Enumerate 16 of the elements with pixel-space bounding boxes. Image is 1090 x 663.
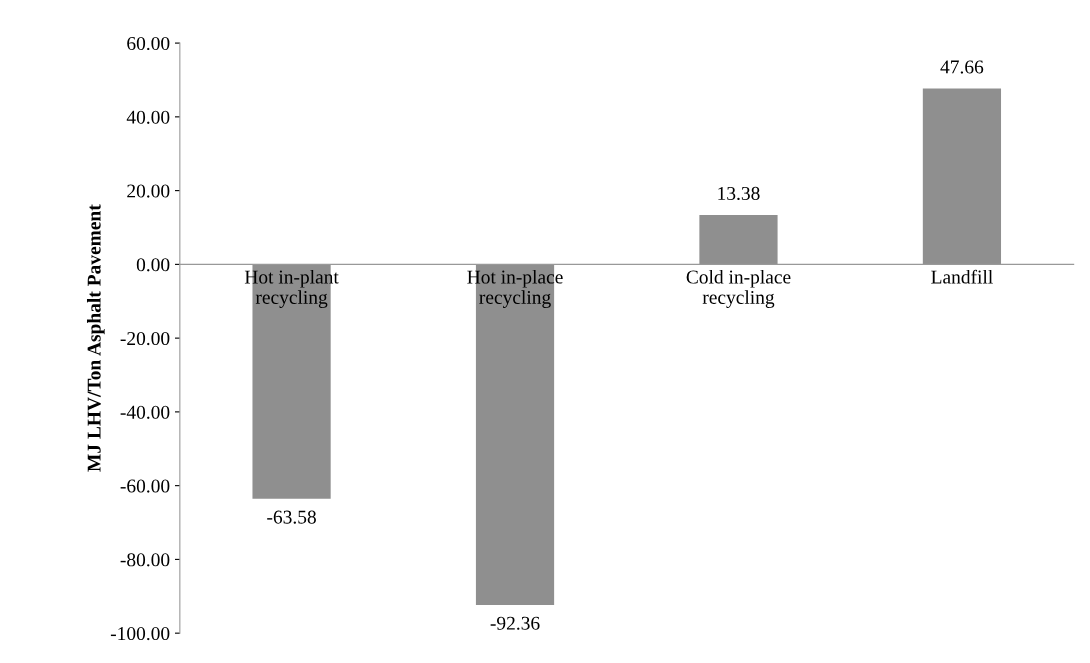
y-tick-label: -40.00: [120, 405, 170, 419]
y-tick-label: 40.00: [126, 110, 170, 124]
y-tick-label: -80.00: [120, 553, 170, 567]
y-tick-label: -100.00: [110, 626, 170, 641]
y-axis-title: MJ LHV/Ton Asphalt Pavement: [86, 204, 105, 472]
y-tick-label: 0.00: [136, 258, 170, 272]
y-tick-label: 20.00: [127, 184, 170, 198]
x-tick-label: Cold in-place recycling: [686, 269, 791, 308]
y-tick-label: -20.00: [120, 331, 170, 346]
x-tick-label: Landfill: [931, 269, 993, 284]
y-tick-label: -60.00: [120, 479, 170, 493]
data-label: 13.38: [718, 186, 760, 201]
data-label: 47.66: [940, 60, 984, 74]
y-tick-label: 60.00: [127, 36, 170, 51]
data-label: -92.36: [490, 616, 540, 630]
data-label: -63.58: [267, 510, 316, 524]
